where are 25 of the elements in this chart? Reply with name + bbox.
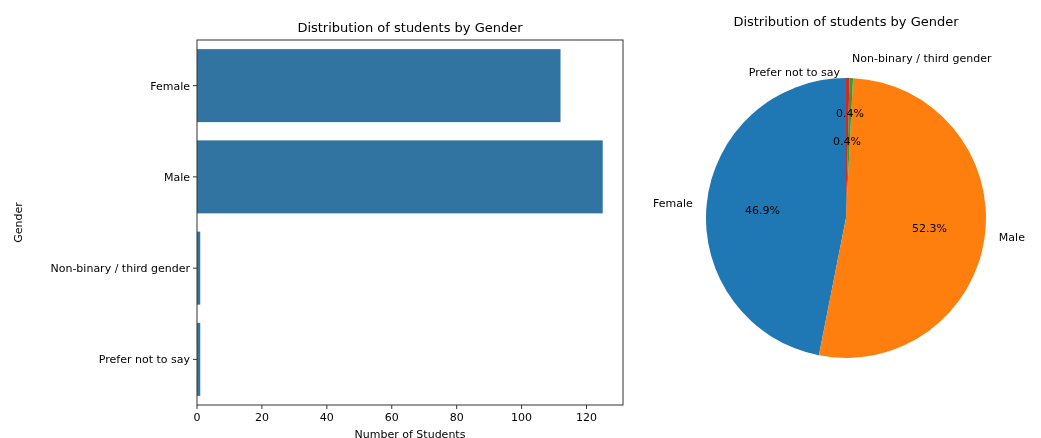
bar bbox=[197, 140, 603, 214]
slice-label: Male bbox=[998, 230, 1026, 244]
y-tick-label: Non-binary / third gender bbox=[50, 262, 191, 276]
x-tick-label: 0 bbox=[193, 411, 201, 424]
pie-slice bbox=[818, 78, 986, 358]
bar bbox=[197, 49, 561, 123]
y-tick-label: Male bbox=[163, 170, 191, 184]
x-tick-label: 120 bbox=[575, 411, 597, 424]
x-axis-title: Number of Students bbox=[354, 428, 466, 438]
slice-label: Female bbox=[652, 197, 693, 211]
x-tick-label: 100 bbox=[511, 411, 533, 424]
slice-label: Prefer not to say bbox=[748, 66, 841, 79]
slice-label: Non-binary / third gender bbox=[852, 52, 992, 65]
x-tick-label: 80 bbox=[449, 411, 464, 424]
y-tick-label: Prefer not to say bbox=[98, 353, 191, 367]
data-label: 46.9% bbox=[744, 203, 780, 217]
chart-title: Distribution of students by Gender bbox=[733, 14, 960, 29]
x-tick-label: 40 bbox=[319, 411, 334, 424]
x-tick-label: 20 bbox=[254, 411, 269, 424]
chart-title: Distribution of students by Gender bbox=[297, 20, 524, 35]
data-label: 52.3% bbox=[911, 222, 947, 236]
y-tick-label: Female bbox=[150, 79, 191, 93]
data-label: 0.4% bbox=[832, 135, 861, 149]
y-axis-title: Gender bbox=[12, 201, 25, 243]
x-tick-label: 60 bbox=[384, 411, 399, 424]
